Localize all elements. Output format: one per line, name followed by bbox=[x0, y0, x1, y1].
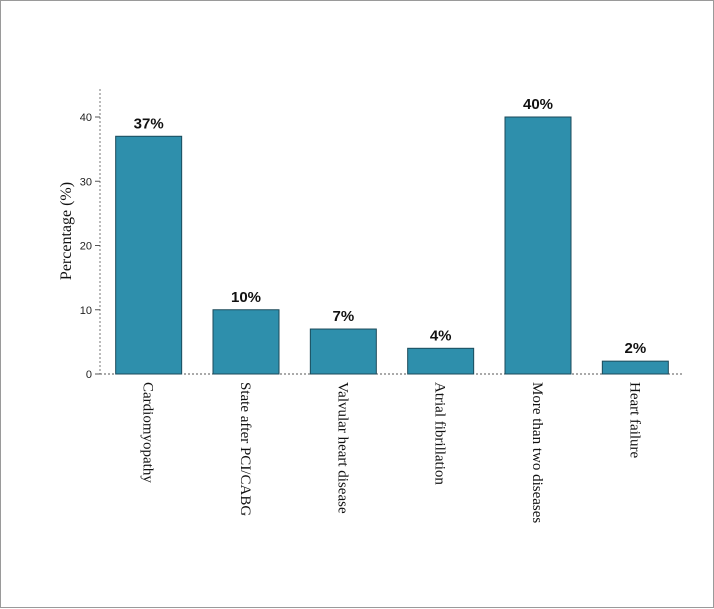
bars bbox=[115, 116, 669, 375]
y-tick-label: 40 bbox=[80, 112, 92, 124]
y-tick-label: 30 bbox=[80, 176, 92, 188]
y-axis-title: Percentage (%) bbox=[58, 182, 75, 280]
bar-4 bbox=[504, 116, 572, 375]
y-tick-label: 20 bbox=[80, 241, 92, 253]
category-label-4: More than two diseases bbox=[529, 382, 545, 523]
data-label-0: 37% bbox=[134, 115, 164, 132]
data-labels: 37% 10% 7% 4% 40% 2% bbox=[134, 96, 647, 357]
category-label-3: Atrial fibrillation bbox=[432, 382, 448, 485]
category-label-2: Valvular heart disease bbox=[334, 382, 350, 514]
data-label-4: 40% bbox=[523, 96, 553, 113]
y-tick-label: 10 bbox=[80, 305, 92, 317]
bar-5 bbox=[601, 360, 669, 375]
data-label-1: 10% bbox=[231, 289, 261, 306]
bar-3 bbox=[407, 347, 475, 375]
bar-0 bbox=[115, 135, 183, 375]
category-label-0: Cardiomyopathy bbox=[140, 382, 156, 483]
y-tick-label: 0 bbox=[86, 369, 92, 381]
bar-2 bbox=[309, 328, 377, 375]
chart-axes bbox=[99, 89, 684, 375]
bar-1 bbox=[212, 309, 280, 375]
category-label-5: Heart failure bbox=[626, 382, 642, 459]
category-labels: Cardiomyopathy State after PCI/CABG Valvul… bbox=[140, 382, 643, 523]
category-label-1: State after PCI/CABG bbox=[237, 382, 253, 516]
y-ticks: 0 10 20 30 40 bbox=[80, 112, 100, 381]
data-label-2: 7% bbox=[332, 308, 354, 325]
data-label-5: 2% bbox=[624, 340, 646, 357]
data-label-3: 4% bbox=[430, 327, 452, 344]
